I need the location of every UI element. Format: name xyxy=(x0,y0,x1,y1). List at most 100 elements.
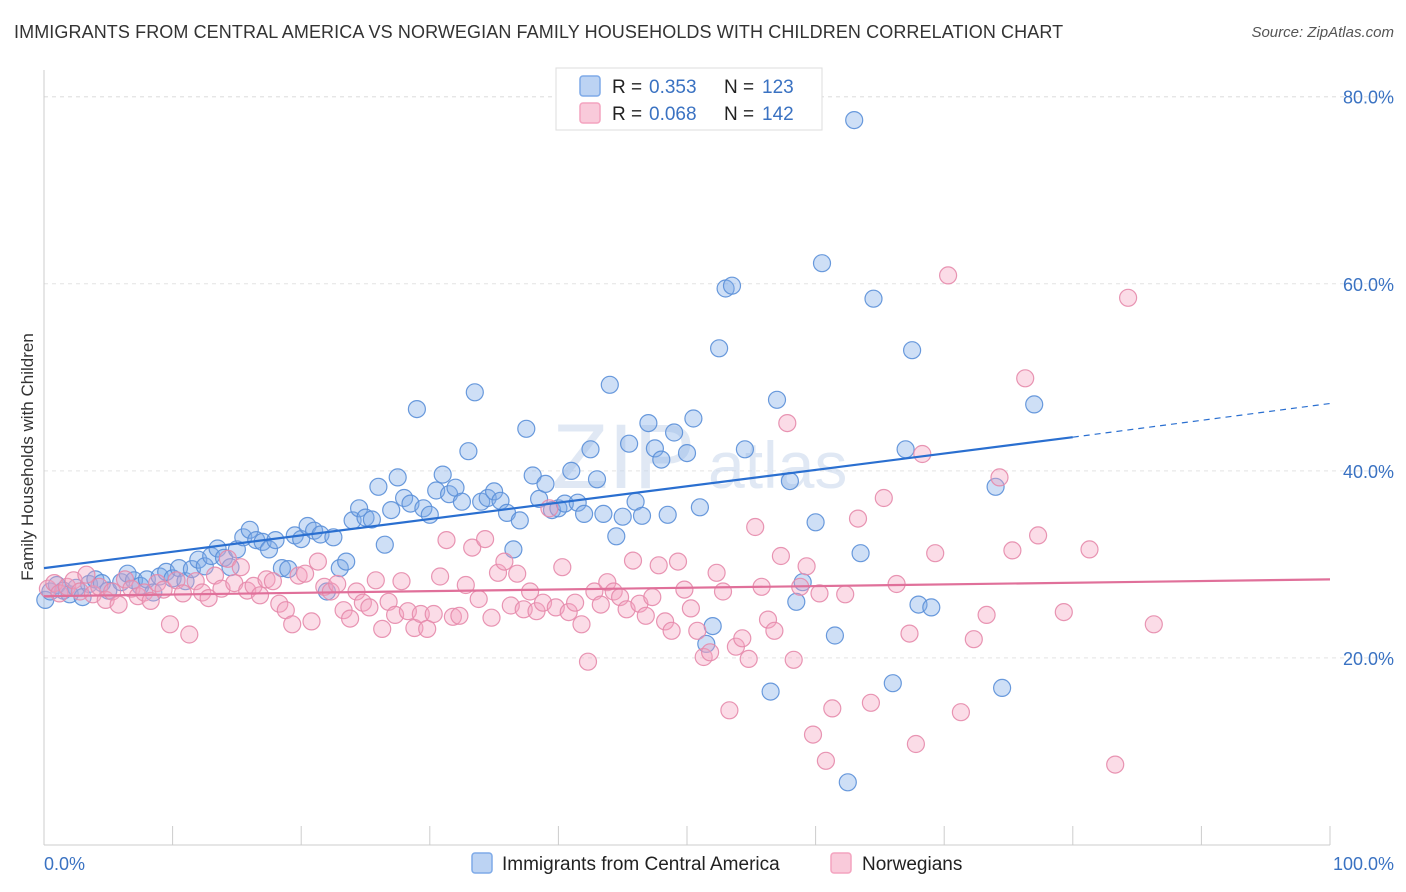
central-america-point-57 xyxy=(407,400,426,419)
norwegians-point-112 xyxy=(758,610,778,629)
central-america-point-84 xyxy=(581,440,600,459)
legend-r-label-pink: R = xyxy=(612,104,642,125)
norwegians-point-23 xyxy=(186,572,205,591)
norwegians-point-20 xyxy=(167,571,186,590)
norwegians-point-110 xyxy=(746,517,765,537)
norwegians-point-61 xyxy=(431,567,450,586)
norwegians-point-113 xyxy=(765,621,784,640)
legend-r-value-blue: 0.353 xyxy=(649,77,697,98)
central-america-point-114 xyxy=(825,626,845,645)
central-america-point-48 xyxy=(350,499,369,518)
norwegians-point-82 xyxy=(565,593,585,612)
watermark-zip: ZIP xyxy=(552,406,695,508)
norwegians-point-81 xyxy=(559,602,578,622)
top-legend: R = 0.353 N = 123 R = 0.068 N = 142 xyxy=(555,67,823,131)
central-america-point-34 xyxy=(259,540,279,559)
central-america-point-120 xyxy=(896,440,915,459)
norwegians-point-93 xyxy=(636,606,655,625)
central-america-point-53 xyxy=(382,501,401,520)
norwegians-point-124 xyxy=(848,509,868,528)
norwegians-point-95 xyxy=(649,556,668,575)
series-central-america-points xyxy=(36,110,1044,792)
norwegians-point-62 xyxy=(437,530,456,550)
norwegians-point-75 xyxy=(520,582,540,601)
x-ticks xyxy=(43,826,1331,845)
norwegians-point-118 xyxy=(797,557,816,576)
legend-n-label-pink: N = xyxy=(724,104,754,125)
central-america-point-93 xyxy=(639,414,658,433)
watermark-atlas: atlas xyxy=(708,428,847,502)
central-america-point-44 xyxy=(324,528,343,547)
central-america-point-116 xyxy=(845,110,864,130)
central-america-point-119 xyxy=(883,674,902,693)
norwegians-point-68 xyxy=(476,529,495,549)
norwegians-point-125 xyxy=(861,693,881,712)
norwegians-point-85 xyxy=(585,582,604,601)
norwegians-point-87 xyxy=(598,573,617,592)
norwegians-point-123 xyxy=(836,585,855,604)
watermark: ZIP atlas xyxy=(552,406,847,508)
central-america-point-69 xyxy=(485,482,504,501)
central-america-point-125 xyxy=(992,678,1012,698)
norwegians-point-135 xyxy=(977,605,996,625)
y-tick-label-20: 20.0% xyxy=(1343,649,1394,669)
y-tick-label-40: 40.0% xyxy=(1343,462,1394,482)
norwegians-point-70 xyxy=(488,563,508,582)
legend-swatch-blue xyxy=(579,75,601,97)
central-america-point-118 xyxy=(864,289,883,308)
norwegians-trend-line xyxy=(43,578,1331,598)
norwegians-point-134 xyxy=(964,630,983,649)
central-america-point-31 xyxy=(240,520,259,539)
norwegians-point-122 xyxy=(823,699,842,718)
norwegians-point-97 xyxy=(662,621,681,640)
bottom-legend-label-norwegians: Norwegians xyxy=(862,854,962,875)
central-america-point-77 xyxy=(536,474,555,493)
central-america-point-113 xyxy=(812,254,832,273)
norwegians-point-40 xyxy=(296,564,315,583)
norwegians-point-120 xyxy=(810,584,829,603)
central-america-point-46 xyxy=(337,552,356,571)
y-tick-label-60: 60.0% xyxy=(1343,275,1394,295)
central-america-point-97 xyxy=(664,423,684,442)
central-america-point-65 xyxy=(459,442,478,461)
norwegians-point-83 xyxy=(572,615,591,634)
central-america-point-64 xyxy=(452,492,471,511)
central-america-point-81 xyxy=(562,461,581,480)
central-america-point-49 xyxy=(356,508,375,527)
central-america-point-117 xyxy=(851,544,870,563)
norwegians-point-38 xyxy=(283,615,302,634)
legend-n-value-blue: 123 xyxy=(762,77,794,98)
norwegians-point-39 xyxy=(289,566,308,585)
norwegians-point-73 xyxy=(508,564,527,583)
norwegians-point-36 xyxy=(270,594,289,613)
x-tick-label-left: 0.0% xyxy=(44,854,85,874)
norwegians-point-51 xyxy=(366,571,385,590)
norwegians-point-139 xyxy=(1028,526,1048,545)
norwegians-point-71 xyxy=(495,552,514,571)
norwegians-point-129 xyxy=(906,734,926,754)
norwegians-point-67 xyxy=(469,589,488,609)
central-america-point-126 xyxy=(1025,395,1044,414)
central-america-point-89 xyxy=(613,507,632,526)
norwegians-point-55 xyxy=(392,572,411,591)
norwegians-point-121 xyxy=(816,751,836,770)
central-america-point-121 xyxy=(902,341,922,360)
central-america-point-95 xyxy=(652,450,671,469)
norwegians-point-132 xyxy=(938,266,958,285)
central-america-point-105 xyxy=(722,276,742,295)
norwegians-point-94 xyxy=(643,587,662,607)
central-america-point-108 xyxy=(767,390,787,409)
bottom-legend-label-central-america: Immigrants from Central America xyxy=(502,854,780,875)
central-america-point-66 xyxy=(465,383,484,402)
central-america-point-87 xyxy=(600,375,619,394)
norwegians-point-80 xyxy=(553,558,572,577)
norwegians-point-138 xyxy=(1016,369,1035,388)
central-america-point-45 xyxy=(330,558,349,578)
central-america-point-94 xyxy=(645,439,665,458)
central-america-trend-line xyxy=(43,436,1073,570)
central-america-point-112 xyxy=(806,513,825,532)
norwegians-point-22 xyxy=(180,625,199,644)
norwegians-point-65 xyxy=(456,575,475,595)
norwegians-point-101 xyxy=(688,621,707,640)
